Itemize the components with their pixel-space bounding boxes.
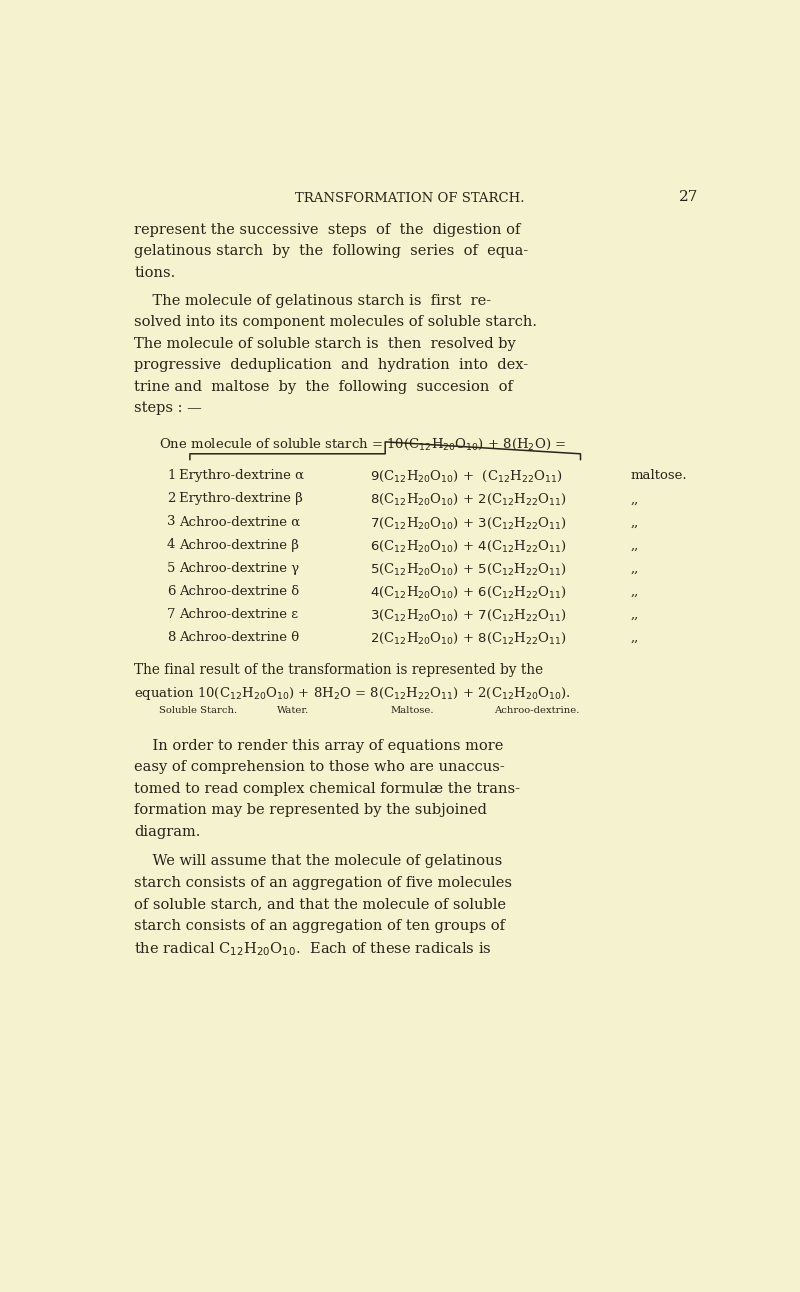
Text: equation 10(C$_{12}$H$_{20}$O$_{10}$) + 8H$_2$O = 8(C$_{12}$H$_{22}$O$_{11}$) + : equation 10(C$_{12}$H$_{20}$O$_{10}$) + … bbox=[134, 685, 571, 702]
Text: ,,: ,, bbox=[630, 516, 638, 528]
Text: Achroo-dextrine θ: Achroo-dextrine θ bbox=[179, 630, 299, 643]
Text: tomed to read complex chemical formulæ the trans-: tomed to read complex chemical formulæ t… bbox=[134, 782, 520, 796]
Text: $8$(C$_{12}$H$_{20}$O$_{10}$) + $2$(C$_{12}$H$_{22}$O$_{11}$): $8$(C$_{12}$H$_{20}$O$_{10}$) + $2$(C$_{… bbox=[370, 492, 566, 508]
Text: $6$(C$_{12}$H$_{20}$O$_{10}$) + $4$(C$_{12}$H$_{22}$O$_{11}$): $6$(C$_{12}$H$_{20}$O$_{10}$) + $4$(C$_{… bbox=[370, 539, 566, 554]
Text: Water.: Water. bbox=[277, 707, 309, 716]
Text: of soluble starch, and that the molecule of soluble: of soluble starch, and that the molecule… bbox=[134, 898, 506, 911]
Text: Achroo-dextrine.: Achroo-dextrine. bbox=[494, 707, 579, 716]
Text: formation may be represented by the subjoined: formation may be represented by the subj… bbox=[134, 804, 487, 818]
Text: Achroo-dextrine δ: Achroo-dextrine δ bbox=[179, 585, 299, 598]
Text: ,,: ,, bbox=[630, 539, 638, 552]
Text: $9$(C$_{12}$H$_{20}$O$_{10}$) +  (C$_{12}$H$_{22}$O$_{11}$): $9$(C$_{12}$H$_{20}$O$_{10}$) + (C$_{12}… bbox=[370, 469, 562, 484]
Text: Soluble Starch.: Soluble Starch. bbox=[159, 707, 237, 716]
Text: 6: 6 bbox=[167, 585, 175, 598]
Text: $7$(C$_{12}$H$_{20}$O$_{10}$) + $3$(C$_{12}$H$_{22}$O$_{11}$): $7$(C$_{12}$H$_{20}$O$_{10}$) + $3$(C$_{… bbox=[370, 516, 566, 531]
Text: starch consists of an aggregation of five molecules: starch consists of an aggregation of fiv… bbox=[134, 876, 512, 890]
Text: $2$(C$_{12}$H$_{20}$O$_{10}$) + $8$(C$_{12}$H$_{22}$O$_{11}$): $2$(C$_{12}$H$_{20}$O$_{10}$) + $8$(C$_{… bbox=[370, 630, 566, 646]
Text: steps : —: steps : — bbox=[134, 402, 202, 416]
Text: the radical C$_{12}$H$_{20}$O$_{10}$.  Each of these radicals is: the radical C$_{12}$H$_{20}$O$_{10}$. Ea… bbox=[134, 941, 492, 959]
Text: Achroo-dextrine γ: Achroo-dextrine γ bbox=[179, 562, 299, 575]
Text: 4: 4 bbox=[167, 539, 175, 552]
Text: ,,: ,, bbox=[630, 492, 638, 505]
Text: solved into its component molecules of soluble starch.: solved into its component molecules of s… bbox=[134, 315, 537, 329]
Text: ,,: ,, bbox=[630, 585, 638, 598]
Text: Achroo-dextrine ε: Achroo-dextrine ε bbox=[179, 607, 298, 620]
Text: tions.: tions. bbox=[134, 266, 175, 280]
Text: ,,: ,, bbox=[630, 607, 638, 620]
Text: diagram.: diagram. bbox=[134, 824, 201, 839]
Text: 3: 3 bbox=[167, 516, 175, 528]
Text: $5$(C$_{12}$H$_{20}$O$_{10}$) + $5$(C$_{12}$H$_{22}$O$_{11}$): $5$(C$_{12}$H$_{20}$O$_{10}$) + $5$(C$_{… bbox=[370, 562, 566, 576]
Text: The molecule of gelatinous starch is  first  re-: The molecule of gelatinous starch is fir… bbox=[134, 293, 491, 307]
Text: represent the successive  steps  of  the  digestion of: represent the successive steps of the di… bbox=[134, 222, 521, 236]
Text: TRANSFORMATION OF STARCH.: TRANSFORMATION OF STARCH. bbox=[295, 193, 525, 205]
Text: The molecule of soluble starch is  then  resolved by: The molecule of soluble starch is then r… bbox=[134, 337, 516, 350]
Text: $3$(C$_{12}$H$_{20}$O$_{10}$) + $7$(C$_{12}$H$_{22}$O$_{11}$): $3$(C$_{12}$H$_{20}$O$_{10}$) + $7$(C$_{… bbox=[370, 607, 566, 623]
Text: trine and  maltose  by  the  following  succesion  of: trine and maltose by the following succe… bbox=[134, 380, 513, 394]
Text: The final result of the transformation is represented by the: The final result of the transformation i… bbox=[134, 663, 543, 677]
Text: We will assume that the molecule of gelatinous: We will assume that the molecule of gela… bbox=[134, 854, 502, 868]
Text: ,,: ,, bbox=[630, 630, 638, 643]
Text: Maltose.: Maltose. bbox=[390, 707, 434, 716]
Text: ,,: ,, bbox=[630, 562, 638, 575]
Text: gelatinous starch  by  the  following  series  of  equa-: gelatinous starch by the following serie… bbox=[134, 244, 528, 258]
Text: Erythro-dextrine α: Erythro-dextrine α bbox=[179, 469, 304, 482]
Text: 8: 8 bbox=[167, 630, 175, 643]
Text: 27: 27 bbox=[679, 190, 698, 204]
Text: 1: 1 bbox=[167, 469, 175, 482]
Text: easy of comprehension to those who are unaccus-: easy of comprehension to those who are u… bbox=[134, 760, 505, 774]
Text: $4$(C$_{12}$H$_{20}$O$_{10}$) + $6$(C$_{12}$H$_{22}$O$_{11}$): $4$(C$_{12}$H$_{20}$O$_{10}$) + $6$(C$_{… bbox=[370, 585, 566, 599]
Text: starch consists of an aggregation of ten groups of: starch consists of an aggregation of ten… bbox=[134, 919, 505, 933]
Text: progressive  deduplication  and  hydration  into  dex-: progressive deduplication and hydration … bbox=[134, 358, 528, 372]
Text: Achroo-dextrine β: Achroo-dextrine β bbox=[179, 539, 299, 552]
Text: 5: 5 bbox=[167, 562, 175, 575]
Text: One molecule of soluble starch = 10(C$_{12}$H$_{20}$O$_{10}$) + 8(H$_{2}$O) =: One molecule of soluble starch = 10(C$_{… bbox=[159, 437, 566, 452]
Text: Erythro-dextrine β: Erythro-dextrine β bbox=[179, 492, 303, 505]
Text: 7: 7 bbox=[167, 607, 175, 620]
Text: 2: 2 bbox=[167, 492, 175, 505]
Text: Achroo-dextrine α: Achroo-dextrine α bbox=[179, 516, 301, 528]
Text: In order to render this array of equations more: In order to render this array of equatio… bbox=[134, 739, 503, 753]
Text: maltose.: maltose. bbox=[630, 469, 686, 482]
